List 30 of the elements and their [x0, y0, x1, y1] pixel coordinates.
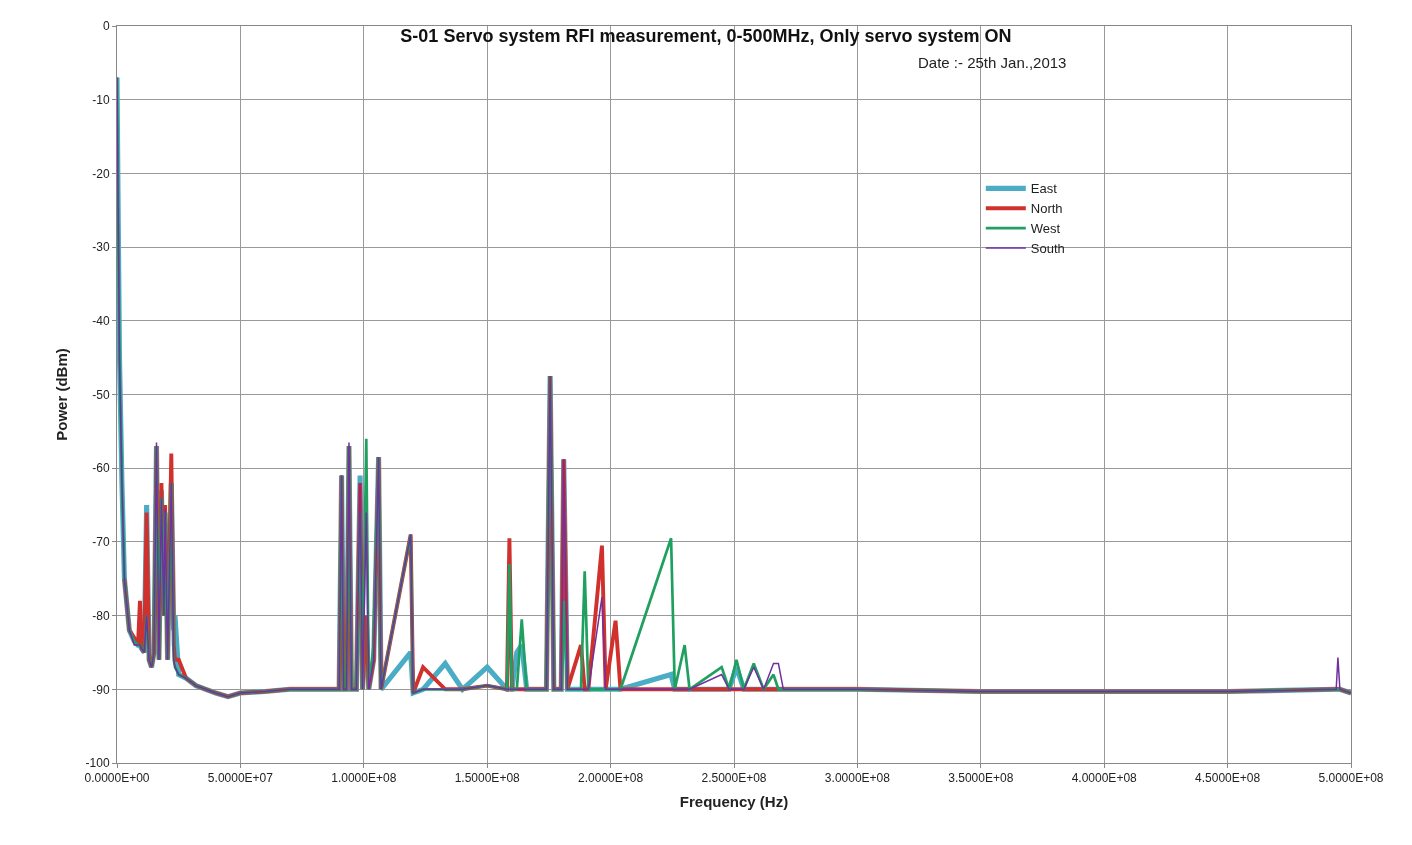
- x-tick-label: 1.0000E+08: [331, 771, 397, 786]
- x-tick-label: 1.5000E+08: [454, 771, 521, 786]
- x-tick-label: 5.0000E+08: [1318, 771, 1384, 786]
- y-tick-label: -10: [92, 92, 110, 107]
- x-axis-title: Frequency (Hz): [679, 793, 789, 811]
- y-tick-label: 0: [102, 19, 110, 34]
- y-tick-label: -20: [92, 166, 110, 181]
- legend-label: South: [1030, 241, 1065, 257]
- y-axis-title: Power (dBm): [52, 348, 70, 441]
- y-tick-label: -80: [92, 608, 110, 623]
- legend-label: West: [1030, 221, 1061, 237]
- x-tick-label: 2.5000E+08: [701, 771, 767, 786]
- y-tick-label: -100: [85, 756, 110, 771]
- x-tick-label: 5.0000E+07: [207, 771, 274, 786]
- x-tick-label: 2.0000E+08: [578, 771, 644, 786]
- x-tick-label: 3.5000E+08: [948, 771, 1014, 786]
- text: Date :- 25th Jan.,2013: [918, 54, 1067, 71]
- x-tick-label: 4.5000E+08: [1195, 771, 1261, 786]
- legend-label: East: [1030, 181, 1058, 197]
- y-tick-label: -30: [92, 240, 110, 255]
- y-tick-label: -90: [92, 682, 110, 697]
- y-tick-label: -60: [92, 461, 110, 476]
- chart-title: S-01 Servo system RFI measurement, 0-500MHz, Only servo system ON: [400, 26, 1012, 47]
- y-tick-label: -40: [92, 314, 110, 328]
- x-tick-label: 4.0000E+08: [1071, 771, 1138, 786]
- y-tick-label: -50: [92, 387, 110, 402]
- y-tick-label: -70: [92, 535, 110, 550]
- legend-label: North: [1030, 201, 1063, 217]
- x-tick-label: 3.0000E+08: [824, 771, 891, 786]
- x-tick-label: 0.0000E+00: [84, 771, 150, 786]
